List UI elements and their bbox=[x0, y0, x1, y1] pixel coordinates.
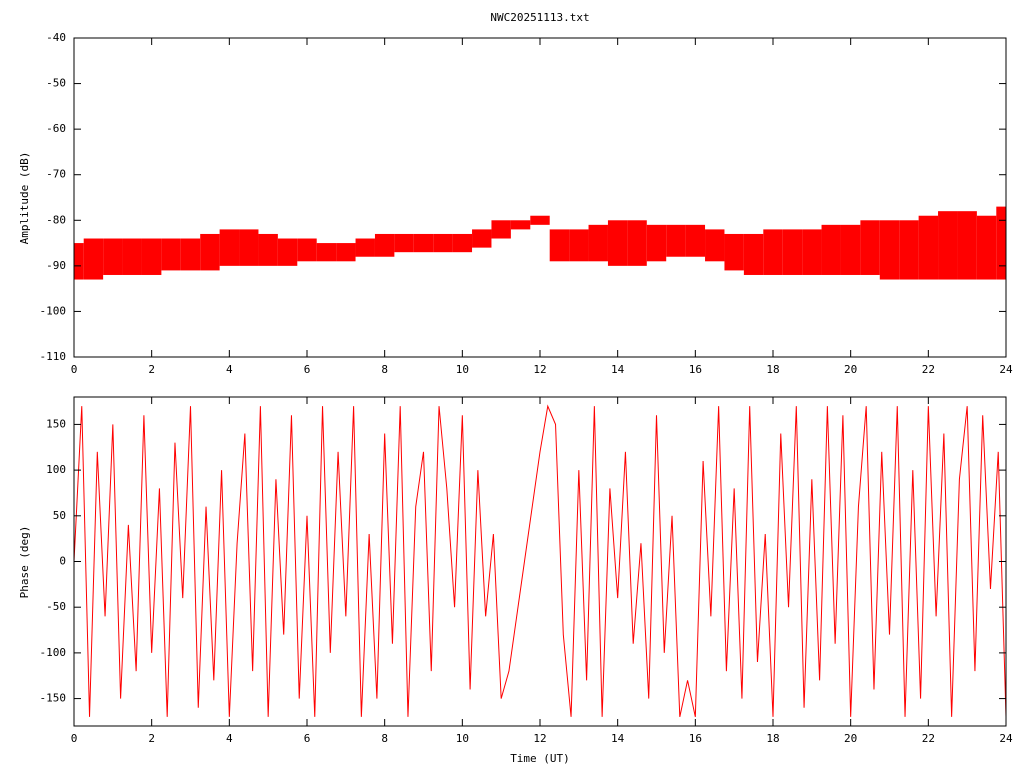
x-tick-label: 12 bbox=[533, 732, 546, 745]
amplitude-band bbox=[141, 238, 162, 275]
amplitude-band bbox=[938, 211, 958, 280]
amplitude-band bbox=[297, 238, 317, 262]
plot-frame bbox=[73, 37, 1007, 358]
x-tick-label: 0 bbox=[71, 363, 78, 376]
amplitude-band bbox=[957, 211, 977, 280]
y-axis-label: Phase (deg) bbox=[18, 526, 31, 599]
amplitude-band bbox=[821, 224, 841, 275]
amplitude-band bbox=[180, 238, 201, 271]
amplitude-band bbox=[860, 220, 880, 275]
x-tick-label: 14 bbox=[611, 732, 625, 745]
amplitude-band bbox=[588, 224, 608, 262]
x-tick-label: 24 bbox=[999, 363, 1013, 376]
x-tick-label: 6 bbox=[304, 732, 311, 745]
amplitude-band bbox=[530, 215, 550, 225]
y-tick-label: -70 bbox=[46, 168, 66, 181]
x-tick-label: 2 bbox=[148, 732, 155, 745]
y-tick-label: 100 bbox=[46, 463, 66, 476]
x-tick-label: 22 bbox=[922, 732, 935, 745]
amplitude-band bbox=[996, 206, 1006, 280]
amplitude-band bbox=[433, 233, 453, 253]
x-tick-label: 8 bbox=[381, 732, 388, 745]
amplitude-band bbox=[510, 220, 531, 230]
y-tick-label: -40 bbox=[46, 31, 66, 44]
amplitude-band bbox=[802, 229, 822, 275]
y-tick-label: -150 bbox=[40, 692, 67, 705]
amplitude-band bbox=[627, 220, 647, 266]
amplitude-band bbox=[161, 238, 181, 271]
x-tick-label: 0 bbox=[71, 732, 78, 745]
chart-title: NWC20251113.txt bbox=[490, 11, 589, 24]
amplitude-band bbox=[782, 229, 803, 275]
x-tick-label: 14 bbox=[611, 363, 625, 376]
amplitude-band bbox=[394, 233, 414, 253]
x-tick-label: 8 bbox=[381, 363, 388, 376]
x-tick-label: 16 bbox=[689, 732, 702, 745]
amplitude-band bbox=[374, 233, 395, 257]
y-tick-label: -50 bbox=[46, 77, 66, 90]
x-tick-label: 4 bbox=[226, 732, 233, 745]
amplitude-band bbox=[918, 215, 939, 280]
amplitude-band bbox=[743, 233, 764, 275]
amplitude-band bbox=[607, 220, 628, 266]
amplitude-band bbox=[239, 229, 259, 266]
amplitude-band bbox=[83, 238, 104, 280]
x-axis-label: Time (UT) bbox=[510, 752, 570, 765]
x-tick-label: 6 bbox=[304, 363, 311, 376]
amplitude-band bbox=[316, 243, 337, 262]
amplitude-band bbox=[705, 229, 725, 262]
amplitude-band bbox=[549, 229, 570, 262]
amplitude-band bbox=[976, 215, 997, 280]
x-tick-label: 22 bbox=[922, 363, 935, 376]
amplitude-band bbox=[219, 229, 240, 266]
y-tick-label: -60 bbox=[46, 122, 66, 135]
amplitude-band bbox=[685, 224, 706, 257]
x-tick-label: 10 bbox=[456, 732, 469, 745]
amplitude-band bbox=[763, 229, 783, 275]
amplitude-band bbox=[277, 238, 298, 266]
amplitude-band bbox=[646, 224, 667, 262]
amplitude-band bbox=[666, 224, 686, 257]
amplitude-band bbox=[840, 224, 861, 275]
amplitude-band bbox=[724, 233, 744, 271]
y-tick-label: -80 bbox=[46, 213, 66, 226]
x-tick-label: 4 bbox=[226, 363, 233, 376]
amplitude-band bbox=[103, 238, 123, 275]
y-axis-label: Amplitude (dB) bbox=[18, 152, 31, 245]
x-tick-label: 18 bbox=[766, 363, 779, 376]
x-tick-label: 18 bbox=[766, 732, 779, 745]
amplitude-band bbox=[122, 238, 142, 275]
amplitude-band bbox=[452, 233, 473, 253]
amplitude-band bbox=[899, 220, 919, 280]
y-tick-label: 50 bbox=[53, 509, 66, 522]
x-tick-label: 20 bbox=[844, 363, 857, 376]
y-tick-label: -100 bbox=[40, 646, 67, 659]
amplitude-band bbox=[472, 229, 492, 248]
x-tick-label: 20 bbox=[844, 732, 857, 745]
amplitude-band bbox=[355, 238, 375, 257]
amplitude-band bbox=[336, 243, 356, 262]
amplitude-band bbox=[491, 220, 511, 239]
x-tick-label: 2 bbox=[148, 363, 155, 376]
amplitude-band bbox=[569, 229, 589, 262]
amplitude-band bbox=[74, 243, 84, 280]
y-tick-label: -90 bbox=[46, 259, 66, 272]
amplitude-band bbox=[200, 233, 220, 271]
x-tick-label: 12 bbox=[533, 363, 546, 376]
x-tick-label: 10 bbox=[456, 363, 469, 376]
amplitude-band bbox=[879, 220, 900, 280]
amplitude-band bbox=[258, 233, 278, 266]
y-tick-label: -100 bbox=[40, 304, 67, 317]
y-tick-label: -110 bbox=[40, 350, 67, 363]
amplitude-band bbox=[413, 233, 434, 253]
y-tick-label: -50 bbox=[46, 600, 66, 613]
phase-line bbox=[73, 404, 1007, 717]
y-tick-label: 150 bbox=[46, 417, 66, 430]
x-tick-label: 24 bbox=[999, 732, 1013, 745]
y-tick-label: 0 bbox=[59, 555, 66, 568]
x-tick-label: 16 bbox=[689, 363, 702, 376]
